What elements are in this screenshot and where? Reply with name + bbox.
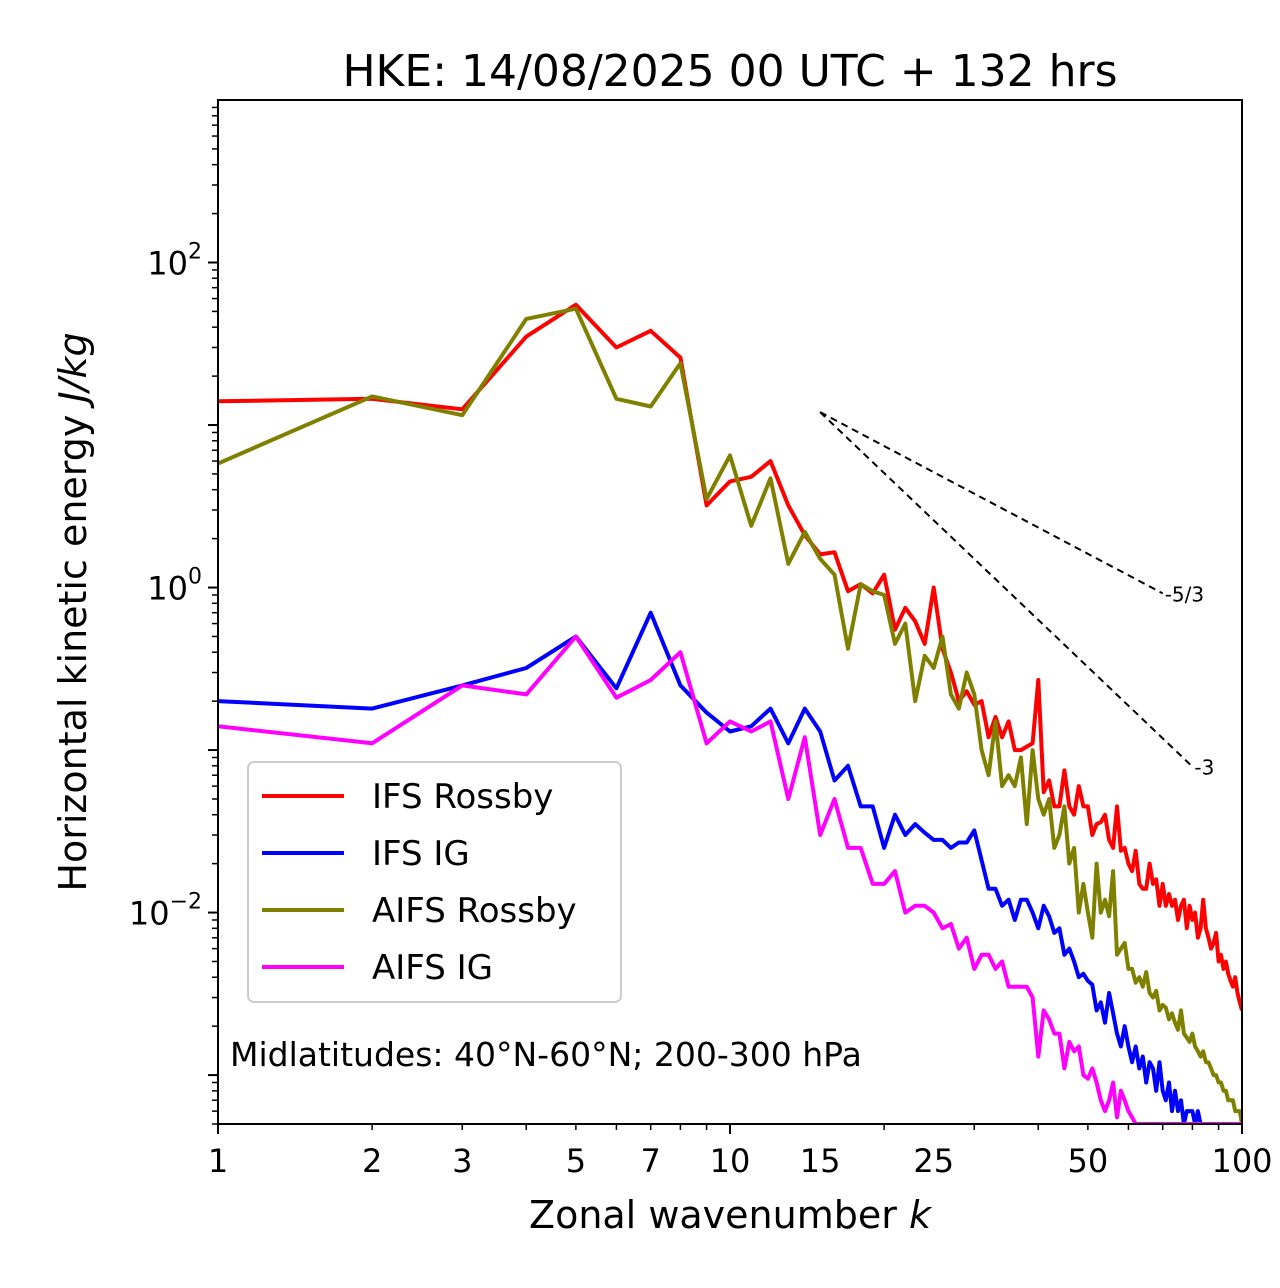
chart-title: HKE: 14/08/2025 00 UTC + 132 hrs [342,46,1117,97]
y-tick-label: 100 [147,565,202,608]
y-axis-ticks: 10−2 100 102 [129,106,218,1125]
y-tick-label: 102 [147,240,202,283]
series-line-ifs-rossby [218,302,1242,1011]
legend-label-ifs-rossby: IFS Rossby [372,777,553,817]
legend-label-aifs-rossby: AIFS Rossby [372,891,577,931]
x-tick-label: 25 [913,1142,954,1180]
reference-slopes: -5/3 -3 [819,411,1214,780]
x-axis-variable: k [909,1193,933,1237]
legend-box [247,761,622,1003]
x-tick-label: 3 [452,1142,472,1180]
x-axis-ticks: 1 2 3 5 7 10 15 25 50 100 [208,1124,1273,1180]
series-line-aifs-rossby [218,306,1242,1124]
x-tick-label: 2 [362,1142,382,1180]
series-group [218,302,1242,1124]
region-annotation: Midlatitudes: 40°N-60°N; 200-300 hPa [230,1035,862,1074]
y-axis-unit: J/kg [51,332,95,409]
slope-label-5-3: -5/3 [1165,582,1204,606]
slope-line-3 [819,411,1194,768]
x-tick-label: 1 [208,1142,228,1180]
slope-label-3: -3 [1194,756,1214,780]
y-axis-label: Horizontal kinetic energy J/kg [51,332,95,891]
x-tick-label: 15 [800,1142,841,1180]
y-tick-label: 10−2 [129,890,202,933]
series-line-aifs-ig [218,634,1242,1124]
x-tick-label: 5 [566,1142,586,1180]
slope-line-5-3 [819,411,1164,595]
legend: IFS Rossby IFS IG AIFS Rossby AIFS IG [247,761,622,1003]
x-tick-label: 50 [1068,1142,1109,1180]
x-axis-label-text: Zonal wavenumber [529,1193,897,1237]
x-axis-label: Zonal wavenumber k [529,1193,933,1237]
series-line-ifs-ig [218,610,1242,1124]
y-axis-label-text: Horizontal kinetic energy [51,415,95,892]
x-tick-label: 7 [641,1142,661,1180]
legend-label-aifs-ig: AIFS IG [372,948,493,988]
x-tick-label: 100 [1211,1142,1272,1180]
legend-label-ifs-ig: IFS IG [372,834,470,874]
x-tick-label: 10 [710,1142,751,1180]
legend-items: IFS Rossby IFS IG AIFS Rossby AIFS IG [262,777,577,988]
